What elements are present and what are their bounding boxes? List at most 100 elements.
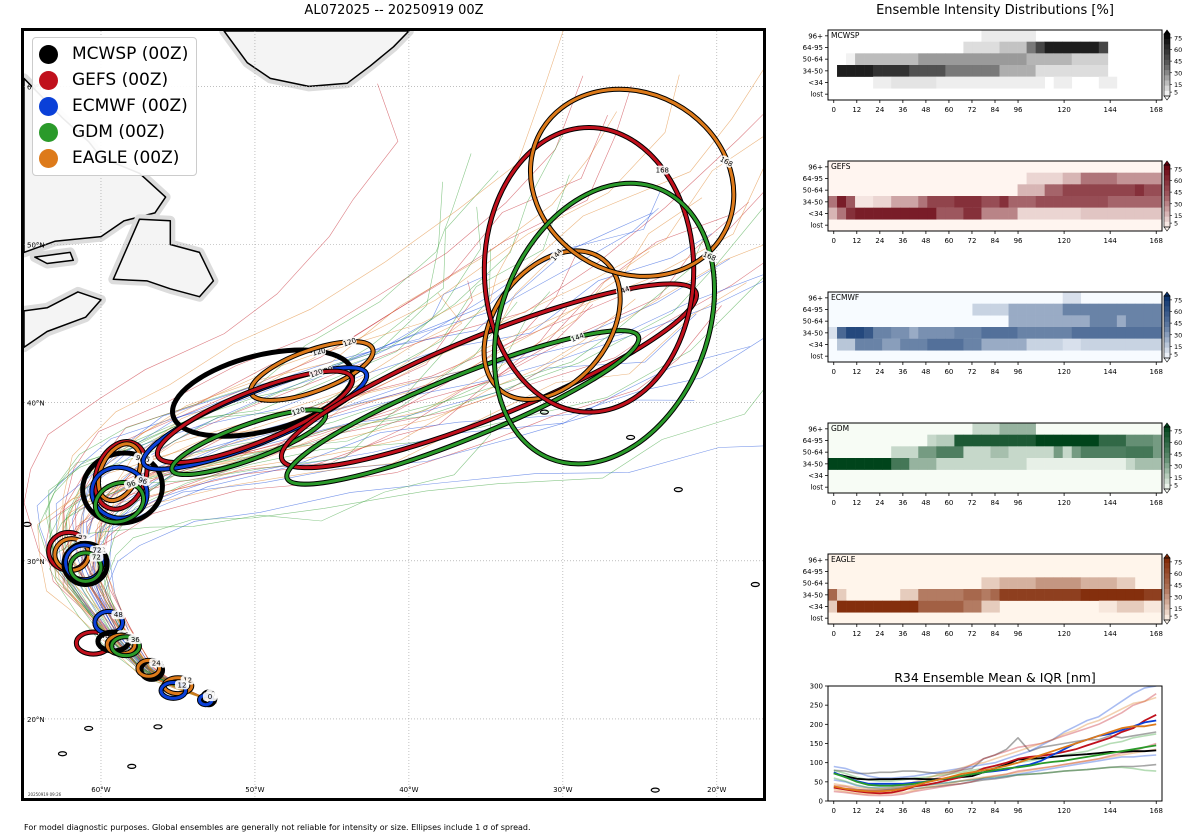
- colorbar-step: [1164, 170, 1170, 176]
- heatmap-cell: [972, 327, 982, 339]
- heatmap-x-tick-label: 12: [852, 106, 861, 114]
- heatmap-cell: [981, 196, 991, 208]
- heatmap-cell: [1026, 41, 1036, 54]
- heatmap-cell: [1044, 303, 1054, 316]
- heatmap-cell: [864, 196, 874, 208]
- heatmap-cell: [900, 196, 910, 208]
- colorbar-tick-label: 75: [1174, 165, 1182, 173]
- heatmap-row-label: 64-95: [803, 306, 823, 314]
- heatmap-model-label: GDM: [831, 424, 849, 433]
- heatmap-row-label: 50-64: [803, 318, 824, 326]
- heatmap-cell: [873, 327, 883, 339]
- heatmap-cell: [882, 600, 892, 613]
- heatmap-cell: [1116, 184, 1127, 197]
- heatmap-cell: [1071, 303, 1082, 316]
- heatmap-cell: [855, 65, 865, 77]
- colorbar-frame: [1163, 426, 1171, 490]
- heatmap-cell: [1116, 303, 1127, 316]
- hour-label-bg: [291, 405, 306, 417]
- heatmap-row-label: 50-64: [803, 580, 824, 588]
- heatmap-row-label: 34-50: [803, 67, 823, 75]
- heatmap-cell: [963, 207, 973, 220]
- heatmap-cell: [1143, 207, 1154, 220]
- heatmap-cell: [900, 338, 910, 351]
- gdm-ellipse-36: 36: [109, 634, 143, 659]
- colorbar-step: [1164, 458, 1170, 464]
- heatmap-cell: [918, 589, 928, 601]
- heatmap-cell: [1143, 338, 1154, 351]
- heatmap-cell: [918, 65, 928, 77]
- heatmap-cell: [1098, 338, 1109, 351]
- colorbar-step: [1164, 175, 1170, 181]
- heatmap-cell: [873, 207, 883, 220]
- heatmap-row-label: <34: [808, 603, 823, 611]
- heatmap-cell: [1053, 184, 1064, 197]
- heatmap-cell: [1062, 172, 1073, 185]
- heatmap-cell: [999, 589, 1009, 601]
- heatmap-cell: [945, 196, 955, 208]
- heatmap-cell: [1143, 315, 1154, 328]
- heatmap-cell: [864, 53, 874, 66]
- heatmap-cell: [999, 423, 1009, 435]
- heatmap-cell: [1062, 53, 1073, 66]
- heatmap-cell: [1152, 196, 1163, 208]
- heatmap-cell: [981, 446, 991, 459]
- heatmap-cell: [1062, 65, 1073, 77]
- heatmap-cell: [936, 589, 946, 601]
- heatmap-cell: [1053, 458, 1064, 470]
- colorbar-frame: [1163, 33, 1171, 97]
- heatmap-cell: [1008, 315, 1018, 328]
- heatmap-cell: [882, 327, 892, 339]
- colorbar-tick-label: 75: [1174, 558, 1182, 566]
- colorbar-step: [1164, 583, 1170, 590]
- ellipse-ring: [68, 551, 103, 583]
- heatmap-cell: [1026, 172, 1036, 185]
- heatmap-x-tick-label: 144: [1103, 499, 1117, 507]
- heatmap-x-tick-label: 96: [1014, 106, 1023, 114]
- heatmap-cell: [1134, 434, 1145, 447]
- heatmap-cell: [1008, 53, 1018, 66]
- heatmap-x-tick-label: 12: [852, 368, 861, 376]
- heatmap-cell: [1116, 458, 1127, 470]
- ensemble-track: [79, 399, 695, 704]
- colorbar-step: [1164, 185, 1170, 192]
- hour-label: 72: [92, 554, 101, 562]
- legend-item-gdm: GDM (00Z): [39, 119, 188, 145]
- heatmap-cell: [1080, 458, 1091, 470]
- gefs-ellipse-168: 168: [481, 124, 697, 415]
- heatmap-cell: [1008, 30, 1018, 42]
- colorbar-step: [1164, 604, 1170, 610]
- hour-label: 72: [78, 535, 87, 543]
- eagle-r34-iqr-high: [833, 696, 1157, 790]
- heatmap-row-label: 34-50: [803, 460, 823, 468]
- heatmap-cell: [1116, 172, 1127, 185]
- heatmap-cell: [981, 338, 991, 351]
- anticosti-land: [34, 251, 75, 265]
- heatmap-cell: [909, 458, 919, 470]
- mcwsp-ellipse-120: 120: [170, 346, 356, 439]
- heatmap-cell: [981, 41, 991, 54]
- heatmap-cell: [927, 65, 937, 77]
- map-title: AL072025 -- 20250919 00Z: [304, 3, 484, 18]
- heatmap-cell: [1053, 207, 1064, 220]
- heatmap-cell: [864, 600, 874, 613]
- colorbar-step: [1164, 180, 1170, 186]
- heatmap-cell: [873, 53, 883, 66]
- colorbar-step: [1164, 342, 1170, 348]
- lat-tick-label: 50°N: [27, 241, 45, 249]
- colorbar-tick-label: 15: [1174, 212, 1182, 220]
- heatmap-cell: [927, 589, 937, 601]
- heatmap-cell: [1035, 303, 1045, 316]
- heatmap-cell: [918, 53, 928, 66]
- heatmap-x-tick-label: 36: [898, 499, 907, 507]
- colorbar-step: [1164, 196, 1170, 202]
- ecmwf-ellipse-12: 12: [158, 680, 189, 701]
- colorbar-step: [1164, 558, 1170, 564]
- heatmap-cell: [1107, 434, 1118, 447]
- hour-label: 120: [342, 336, 357, 348]
- heatmap-cell: [1143, 327, 1154, 339]
- heatmap-x-tick-label: 60: [944, 106, 953, 114]
- heatmap-cell: [927, 207, 937, 220]
- ellipse-ring: [159, 681, 188, 700]
- heatmap-cell: [1134, 303, 1145, 316]
